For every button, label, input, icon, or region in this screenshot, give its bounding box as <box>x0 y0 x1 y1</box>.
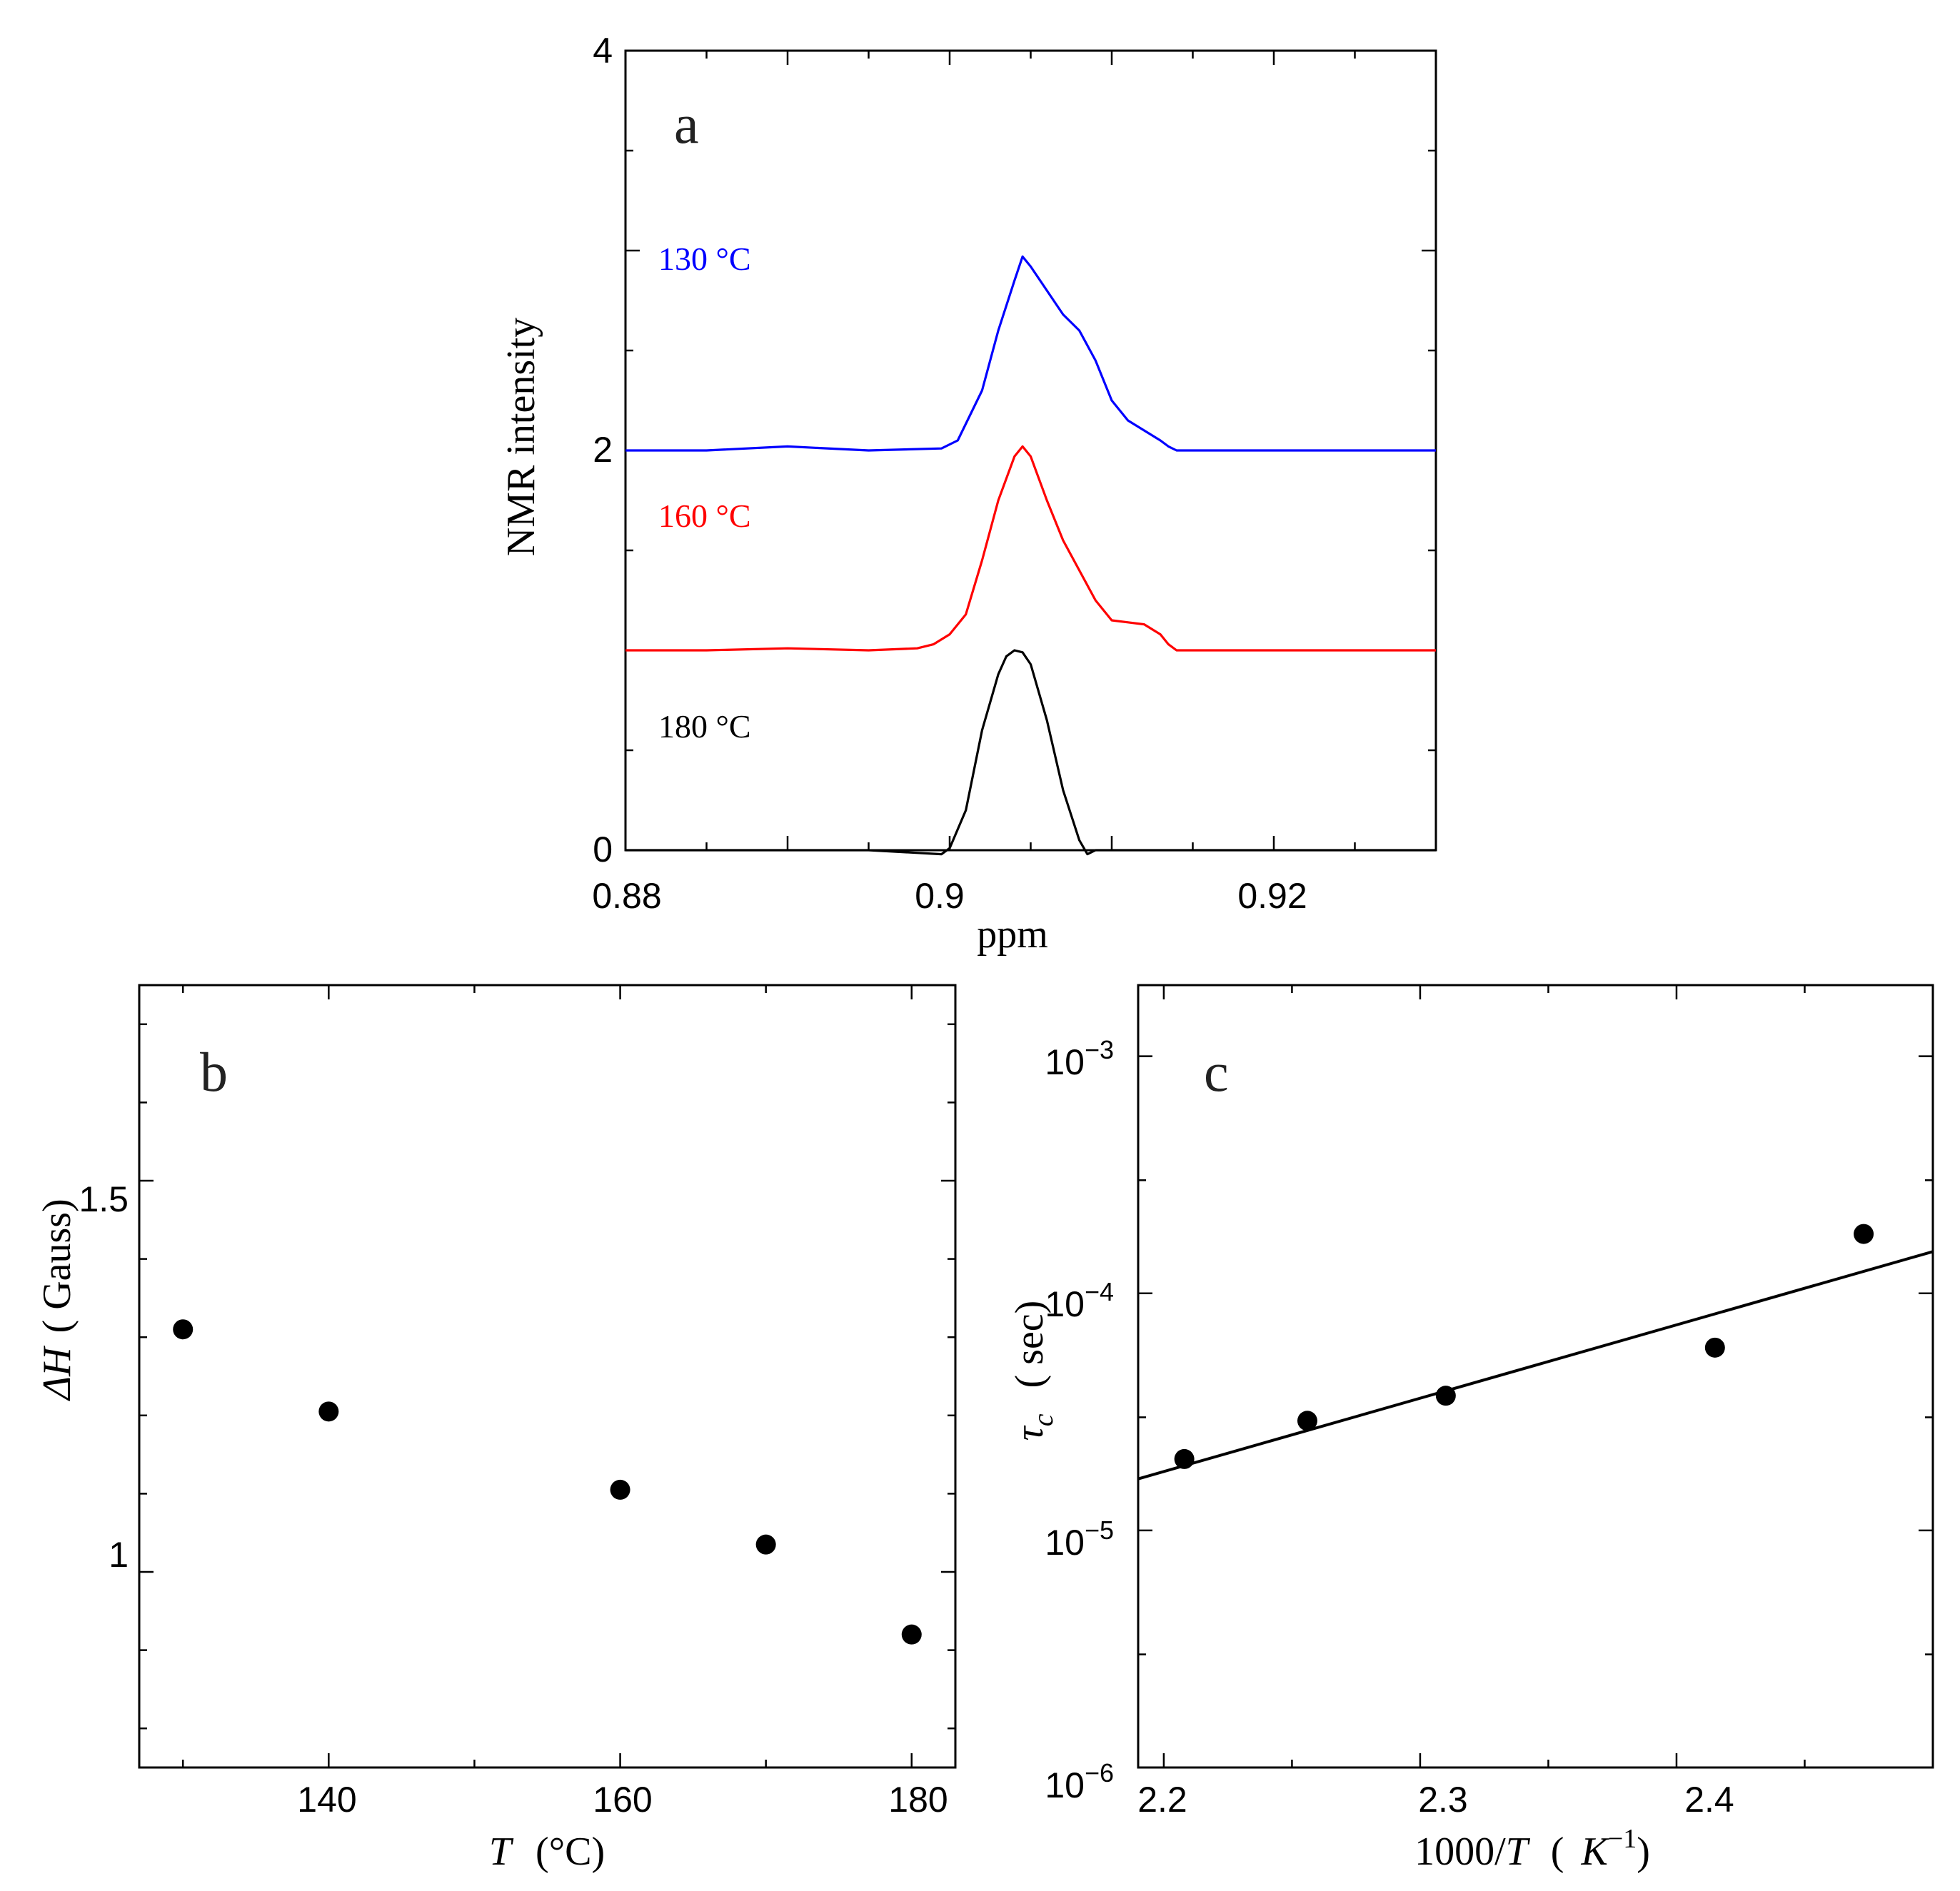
panel-a-series <box>625 255 1436 856</box>
panel-b-ticks <box>139 985 955 1768</box>
panel-c-letter: c <box>1204 1041 1229 1103</box>
panel-a: 4 2 0 0.88 0.9 0.92 ppm NMR intensity a … <box>499 31 1437 957</box>
panel-c-ytick-label-1e-4: 10−4 <box>1045 1277 1114 1324</box>
panel-a-xtick-label-092: 0.92 <box>1237 876 1307 916</box>
panel-a-xlabel: ppm <box>977 912 1048 957</box>
series-line-130 <box>625 255 1436 452</box>
panel-b-letter: b <box>200 1041 228 1103</box>
panel-b-xtick-label-160: 160 <box>593 1780 652 1820</box>
data-point <box>1435 1386 1456 1406</box>
series-label-160: 160 °C <box>658 498 751 534</box>
panel-c-ytick-label-1e-5: 10−5 <box>1045 1516 1114 1563</box>
panel-b-ytick-label-15: 1.5 <box>79 1179 129 1219</box>
data-point <box>901 1624 922 1645</box>
data-point <box>1174 1448 1195 1469</box>
panel-b-xlabel: T (°C) <box>489 1830 605 1874</box>
series-line-180 <box>625 649 1436 856</box>
panel-b-xtick-label-140: 140 <box>297 1780 356 1820</box>
data-point <box>755 1534 776 1555</box>
data-point <box>1297 1411 1317 1431</box>
panel-a-ytick-label-2: 2 <box>593 430 613 470</box>
panel-a-letter: a <box>674 93 699 155</box>
panel-a-ytick-label-4: 4 <box>593 31 613 71</box>
panel-c: 10−3 10−4 10−5 10−6 2.2 2.3 2.4 1000/T (… <box>1007 984 1934 1874</box>
panel-a-ytick-label-0: 0 <box>593 829 613 869</box>
panel-c-xtick-label-24: 2.4 <box>1684 1780 1734 1820</box>
fit-line <box>1137 1250 1934 1481</box>
panel-c-xtick-label-23: 2.3 <box>1418 1780 1468 1820</box>
data-point <box>1704 1337 1725 1358</box>
panel-b: 1.5 1 140 160 180 T (°C) ΔH ( Gauss) b <box>35 984 957 1874</box>
panel-a-ylabel: NMR intensity <box>499 318 543 556</box>
data-point <box>610 1479 630 1500</box>
panel-c-fit-line <box>1137 1250 1934 1481</box>
panel-c-frame <box>1137 984 1934 1769</box>
panel-a-xtick-label-090: 0.9 <box>915 876 965 916</box>
panel-b-points <box>173 1319 922 1645</box>
panel-a-xtick-label-088: 0.88 <box>592 876 661 916</box>
data-point <box>318 1401 339 1422</box>
panel-c-ticks <box>1138 985 1933 1768</box>
data-point <box>173 1319 194 1340</box>
data-point <box>1854 1224 1874 1244</box>
panel-b-ylabel: ΔH ( Gauss) <box>35 1199 79 1401</box>
series-line-160 <box>625 445 1436 652</box>
panel-c-ytick-label-1e-6: 10−6 <box>1045 1758 1114 1805</box>
panel-c-xlabel: 1000/T ( K−1) <box>1414 1824 1650 1874</box>
series-label-180: 180 °C <box>658 708 751 745</box>
panel-b-ytick-label-1: 1 <box>109 1535 129 1575</box>
panel-c-ytick-label-1e-3: 10−3 <box>1045 1035 1114 1082</box>
panel-c-points <box>1174 1224 1874 1469</box>
panel-c-ylabel: τc ( sec) <box>1007 1301 1062 1441</box>
series-label-130: 130 °C <box>658 241 751 277</box>
panel-b-xtick-label-180: 180 <box>888 1780 948 1820</box>
panel-b-frame <box>138 984 957 1769</box>
panel-c-xtick-label-22: 2.2 <box>1137 1780 1187 1820</box>
